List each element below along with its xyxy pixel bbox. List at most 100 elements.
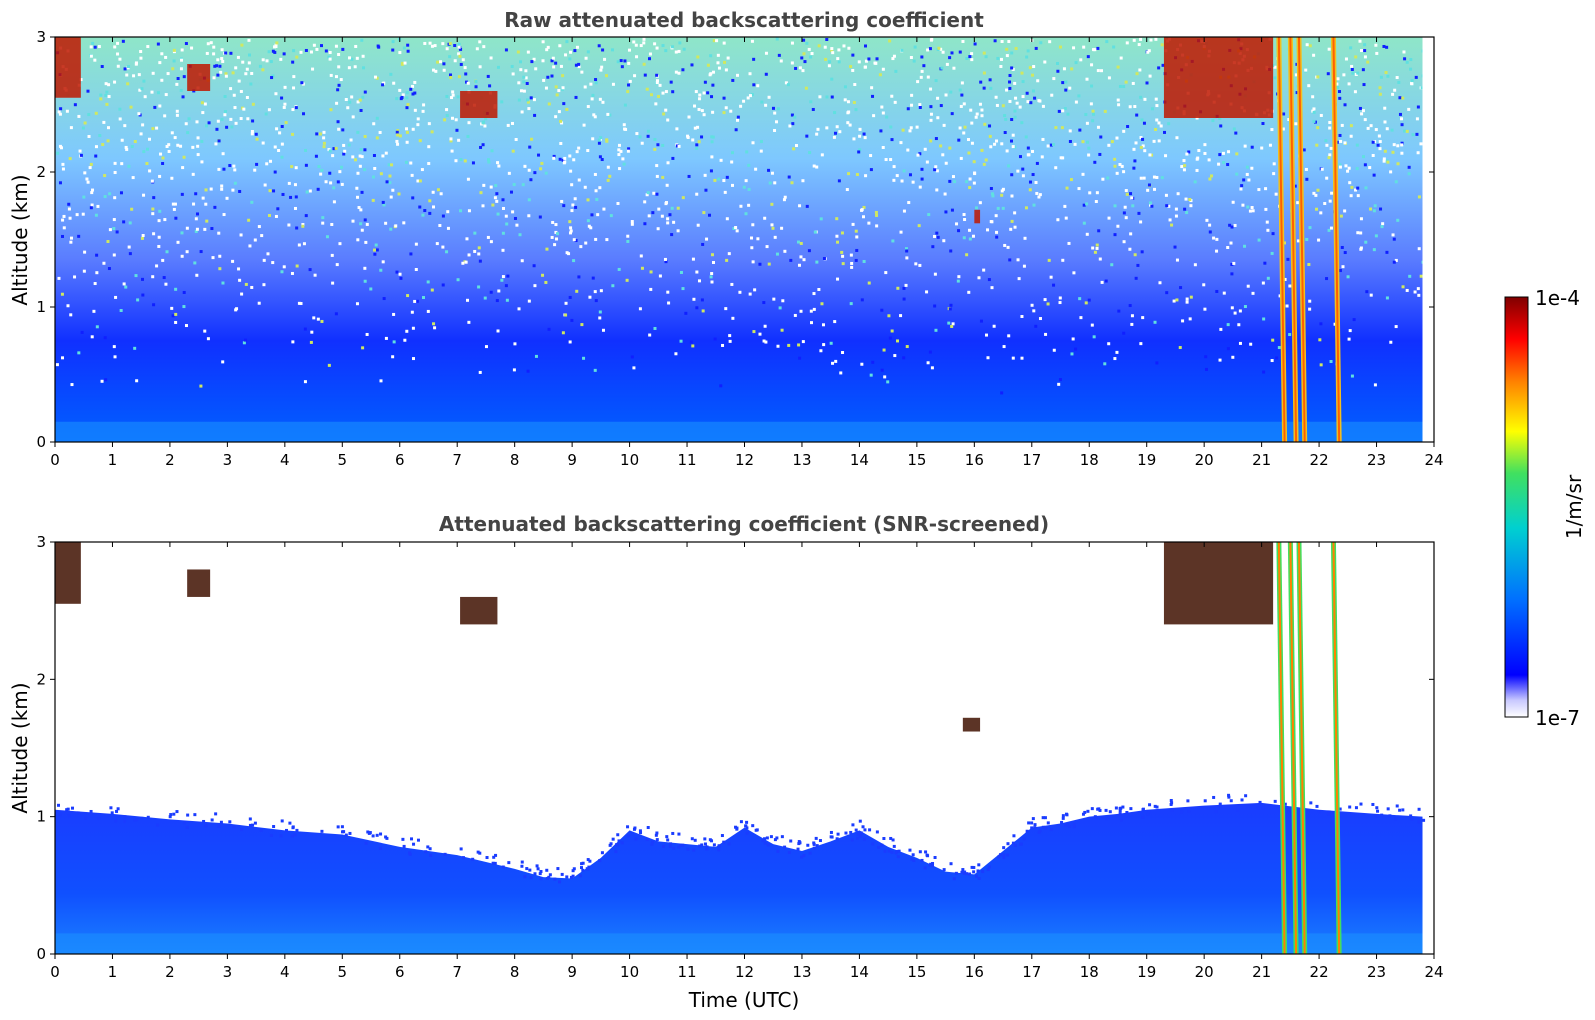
speckle-dot	[738, 290, 742, 294]
speckle-dot	[304, 163, 308, 167]
speckle-dot	[268, 189, 272, 193]
speckle-dot	[211, 256, 215, 260]
speckle-dot	[247, 53, 251, 57]
speckle-dot	[583, 185, 587, 189]
speckle-dot	[587, 224, 591, 228]
speckle-dot	[175, 109, 179, 113]
speckle-dot	[390, 163, 394, 167]
speckle-dot	[568, 340, 572, 344]
edge-dot	[671, 831, 675, 835]
edge-dot	[491, 861, 495, 865]
speckle-dot	[332, 147, 336, 151]
speckle-dot	[551, 220, 555, 224]
speckle-dot	[379, 379, 383, 383]
speckle-dot	[1122, 331, 1126, 335]
speckle-dot	[445, 114, 449, 118]
speckle-dot	[1113, 204, 1117, 208]
speckle-dot	[786, 83, 790, 87]
edge-dot	[954, 871, 958, 875]
edge-dot	[1072, 825, 1076, 829]
speckle-dot	[1316, 75, 1320, 79]
speckle-dot	[605, 74, 609, 78]
edge-dot	[528, 868, 532, 872]
speckle-dot	[335, 263, 339, 267]
speckle-dot	[1095, 246, 1099, 250]
speckle-dot	[710, 272, 714, 276]
speckle-dot	[655, 81, 659, 85]
speckle-dot	[833, 111, 837, 115]
speckle-dot	[1355, 143, 1359, 147]
speckle-dot	[526, 50, 530, 54]
speckle-dot	[200, 139, 204, 143]
edge-dot	[734, 825, 738, 829]
speckle-dot	[180, 192, 184, 196]
speckle-dot	[697, 140, 701, 144]
speckle-dot	[442, 62, 446, 66]
speckle-dot	[1389, 170, 1393, 174]
speckle-dot	[584, 241, 588, 245]
speckle-dot	[739, 104, 743, 108]
speckle-dot	[311, 67, 315, 71]
speckle-dot	[382, 81, 386, 85]
speckle-dot	[304, 148, 308, 152]
speckle-dot	[399, 276, 403, 280]
speckle-dot	[1084, 301, 1088, 305]
speckle-dot	[527, 198, 531, 202]
speckle-dot	[722, 60, 726, 64]
speckle-dot	[623, 59, 627, 63]
edge-dot	[578, 874, 582, 878]
speckle-dot	[930, 37, 934, 41]
speckle-dot	[185, 226, 189, 230]
x-tick-label: 14	[850, 451, 869, 469]
speckle-dot	[1143, 149, 1147, 153]
speckle-dot	[1124, 216, 1128, 220]
speckle-dot	[318, 132, 322, 136]
edge-dot	[140, 816, 144, 820]
x-tick-label: 18	[1080, 963, 1099, 981]
speckle-dot	[1095, 191, 1099, 195]
edge-dot	[1375, 806, 1379, 810]
speckle-dot	[1348, 329, 1352, 333]
speckle-dot	[108, 228, 112, 232]
edge-dot	[862, 837, 866, 841]
speckle-dot	[835, 125, 839, 129]
speckle-dot	[1245, 165, 1249, 169]
speckle-dot	[1358, 39, 1362, 43]
speckle-dot	[788, 124, 792, 128]
speckle-dot	[990, 286, 994, 290]
edge-dot	[802, 854, 806, 858]
speckle-dot	[1318, 338, 1322, 342]
speckle-dot	[709, 275, 713, 279]
speckle-dot	[1008, 73, 1012, 77]
speckle-dot	[726, 56, 730, 60]
speckle-dot	[551, 56, 555, 60]
speckle-dot	[598, 186, 602, 190]
speckle-dot	[979, 80, 983, 84]
speckle-dot	[734, 226, 738, 230]
edge-dot	[705, 845, 709, 849]
speckle-dot	[347, 66, 351, 70]
speckle-dot	[568, 154, 572, 158]
speckle-dot	[1362, 155, 1366, 159]
speckle-dot	[364, 240, 368, 244]
speckle-dot	[558, 44, 562, 48]
speckle-dot	[495, 192, 499, 196]
speckle-dot	[1383, 120, 1387, 124]
speckle-dot	[1107, 143, 1111, 147]
speckle-dot	[1350, 185, 1354, 189]
speckle-dot	[1113, 157, 1117, 161]
speckle-dot	[752, 57, 756, 61]
speckle-dot	[942, 123, 946, 127]
speckle-dot	[989, 86, 993, 90]
edge-dot	[493, 861, 497, 865]
speckle-dot	[677, 144, 681, 148]
speckle-dot	[441, 283, 445, 287]
speckle-dot	[728, 339, 732, 343]
speckle-dot	[422, 103, 426, 107]
speckle-dot	[432, 322, 436, 326]
speckle-dot	[715, 39, 719, 43]
speckle-dot	[1228, 223, 1232, 227]
speckle-dot	[151, 212, 155, 216]
edge-dot	[997, 855, 1001, 859]
edge-dot	[344, 833, 348, 837]
